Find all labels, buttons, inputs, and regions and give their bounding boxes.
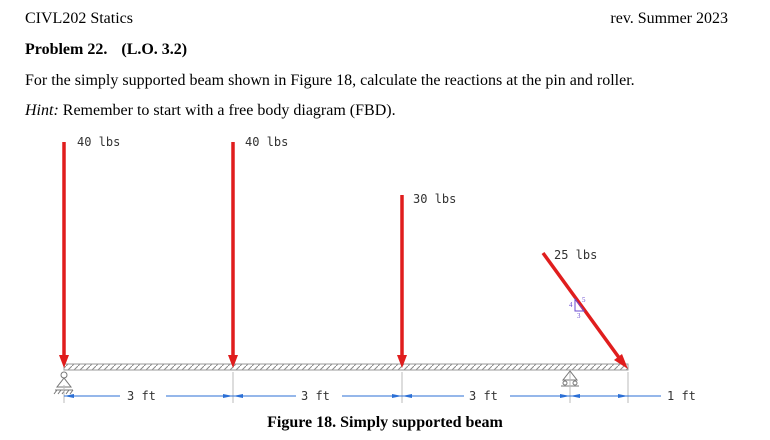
revision-label: rev. Summer 2023 <box>610 10 728 27</box>
dimension-label-1: 3 ft <box>127 389 156 403</box>
load-label-3: 30 lbs <box>413 192 456 206</box>
load-label-2: 40 lbs <box>245 135 288 149</box>
course-title: CIVL202 Statics <box>25 10 133 27</box>
beam <box>63 363 629 371</box>
load-label-1: 40 lbs <box>77 135 120 149</box>
dimension-1: 3 ft <box>64 389 233 403</box>
dimension-3: 3 ft <box>402 389 570 403</box>
hint-label: Hint: <box>25 102 59 119</box>
load-arrow-4 <box>541 251 628 369</box>
slope-hyp: 5 <box>582 296 586 304</box>
extension-lines <box>63 372 629 403</box>
load-label-4: 25 lbs <box>554 248 597 262</box>
slope-triangle: 4 3 5 <box>569 296 586 320</box>
dimension-4: 1 ft <box>570 389 696 403</box>
figure-caption: Figure 18. Simply supported beam <box>267 414 503 431</box>
slope-rise: 4 <box>569 301 573 309</box>
hint-text: Remember to start with a free body diagr… <box>62 102 396 119</box>
problem-heading: Problem 22. (L.O. 3.2) <box>25 41 201 59</box>
slope-run: 3 <box>577 312 581 320</box>
hint: Hint: Remember to start with a free body… <box>25 102 396 120</box>
dimension-label-3: 3 ft <box>469 389 498 403</box>
dimension-label-4: 1 ft <box>667 389 696 403</box>
dimension-label-2: 3 ft <box>301 389 330 403</box>
load-arrow-3 <box>397 195 407 368</box>
problem-number: Problem 22. <box>25 41 108 58</box>
learning-outcome: (L.O. 3.2) <box>121 41 188 58</box>
problem-statement: For the simply supported beam shown in F… <box>25 72 635 89</box>
dimension-2: 3 ft <box>233 389 402 403</box>
load-arrow-1 <box>59 142 69 368</box>
load-arrow-2 <box>228 142 238 368</box>
